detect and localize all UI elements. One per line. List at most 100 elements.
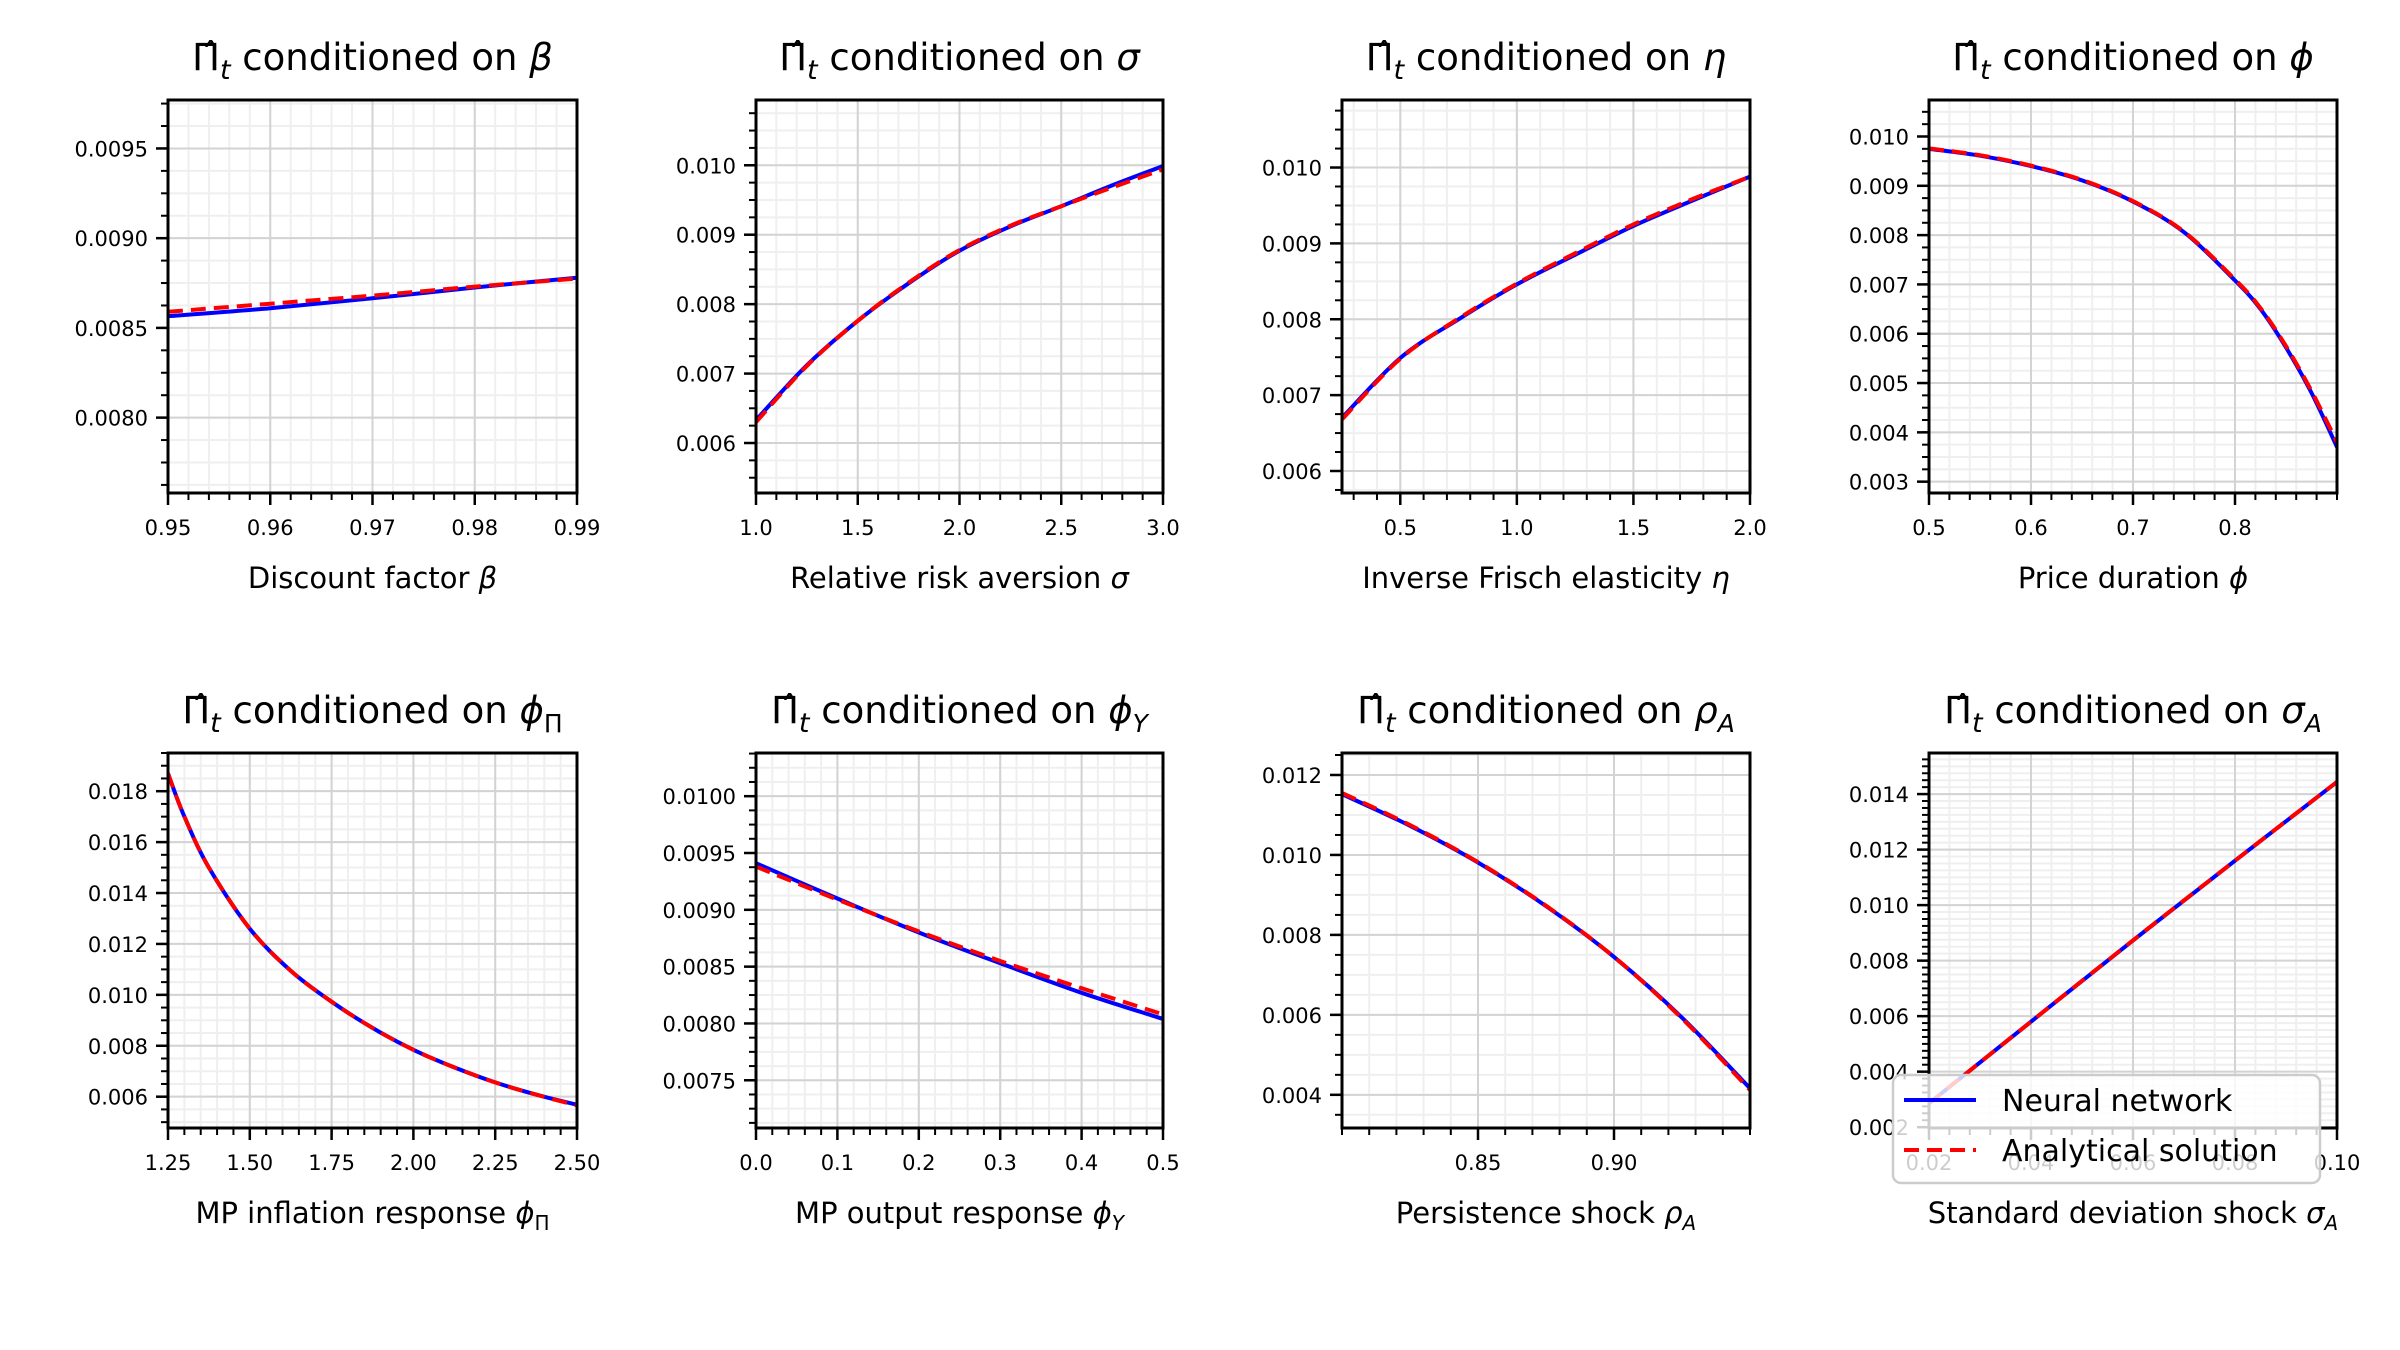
- axes-frame: [1927, 98, 2339, 495]
- y-tick-label: 0.012: [88, 933, 148, 957]
- y-tick-label: 0.006: [1262, 1004, 1322, 1028]
- y-tick-label: 0.006: [88, 1086, 148, 1110]
- title-symbol: ϕ: [519, 689, 543, 732]
- subplot-title: Π̂t conditioned on ρA: [1357, 689, 1735, 739]
- y-tick-label: 0.008: [1849, 224, 1909, 248]
- x-tick-label: 0.95: [145, 516, 192, 540]
- x-axis-label: Standard deviation shock σA: [1928, 1196, 2338, 1235]
- series-group: [756, 861, 1163, 1021]
- subplot-8: 0.020.040.060.080.100.0020.0040.0060.008…: [1849, 689, 2361, 1235]
- x-axis-label-symbol: β: [478, 561, 498, 595]
- x-tick-label: 0.97: [349, 516, 396, 540]
- x-tick-label: 2.25: [472, 1151, 519, 1175]
- y-tick-label: 0.006: [1262, 460, 1322, 484]
- y-tick-label: 0.012: [1262, 764, 1322, 788]
- subplot-title: Π̂t conditioned on ϕY: [771, 689, 1150, 739]
- subplot-title: Π̂t conditioned on σ: [779, 36, 1141, 86]
- series-line-analytical: [756, 864, 1163, 1017]
- y-tick-label: 0.0095: [663, 842, 736, 866]
- series-line-analytical: [1342, 174, 1750, 421]
- legend: Neural network Analytical solution: [1891, 1073, 2322, 1185]
- series-group: [168, 275, 577, 319]
- y-tick-label: 0.0090: [663, 899, 736, 923]
- title-subscript-t: t: [1394, 55, 1406, 86]
- x-tick-label: 0.5: [1146, 1151, 1179, 1175]
- x-axis-label-symbol: σ: [2306, 1196, 2326, 1230]
- axes-frame: [754, 98, 1165, 495]
- title-pi-hat: Π̂: [182, 689, 210, 732]
- x-tick-label: 0.5: [1384, 516, 1417, 540]
- subplot-title: Π̂t conditioned on σA: [1944, 689, 2322, 739]
- x-tick-label: 0.3: [983, 1151, 1016, 1175]
- subplot-1: 0.95 0.96 0.97 0.98 0.99 0.0080 0.0085 0.0090 0.…: [75, 36, 601, 595]
- y-tick-label: 0.0100: [663, 785, 736, 809]
- x-tick-label: 0.98: [451, 516, 498, 540]
- title-text: conditioned on: [231, 36, 530, 79]
- title-pi-hat: Π̂: [1944, 689, 1972, 732]
- legend-label-neural-network: Neural network: [2002, 1084, 2233, 1119]
- x-tick-label: 0.8: [2218, 516, 2251, 540]
- title-subscript-t: t: [799, 708, 811, 739]
- y-tick-label: 0.009: [1262, 232, 1322, 256]
- x-tick-label: 1.5: [841, 516, 874, 540]
- subplot-grid: 0.95 0.96 0.97 0.98 0.990.00800.00850.00900.…: [75, 36, 2361, 1235]
- x-tick-label: 0.85: [1455, 1151, 1502, 1175]
- x-tick-label: 0.2: [902, 1151, 935, 1175]
- x-axis-label: MP inflation response ϕΠ: [195, 1196, 549, 1235]
- title-symbol-subscript: A: [2303, 709, 2322, 738]
- y-tick-label: 0.008: [676, 293, 736, 317]
- x-tick-label: 0.0: [739, 1151, 772, 1175]
- title-pi-hat: Π̂: [1366, 36, 1394, 79]
- y-tick-label: 0.010: [1849, 894, 1909, 918]
- subplot-3: 0.5 1.0 1.5 2.0 0.006 0.007 0.008 0.009 0.010 Π̂t…: [1262, 36, 1767, 595]
- title-symbol-subscript: Π: [544, 709, 563, 738]
- series-group: [1342, 791, 1750, 1092]
- y-tick-label: 0.010: [1849, 125, 1909, 149]
- y-tick-label: 0.009: [676, 224, 736, 248]
- major-grid: 0.95 0.96 0.97 0.98 0.99 0.0080 0.0085 0.0090 0.…: [75, 100, 600, 540]
- x-tick-label: 2.0: [943, 516, 976, 540]
- subplot-4: 0.5 0.6 0.7 0.8 0.003 0.004 0.005 0.006 0.007 0.0…: [1849, 36, 2339, 595]
- x-tick-label: 0.96: [247, 516, 294, 540]
- x-axis-label-text: Persistence shock: [1396, 1196, 1664, 1230]
- major-grid: 0.85 0.90 0.004 0.006 0.008 0.010 0.012: [1262, 753, 1750, 1175]
- x-tick-label: 0.5: [1912, 516, 1945, 540]
- series-line-analytical: [168, 772, 577, 1108]
- y-tick-label: 0.007: [1262, 384, 1322, 408]
- x-tick-label: 2.5: [1045, 516, 1078, 540]
- x-axis-label-symbol-subscript: Y: [1112, 1211, 1126, 1235]
- x-axis-label-text: Inverse Frisch elasticity: [1362, 561, 1711, 595]
- title-subscript-t: t: [1980, 55, 1992, 86]
- x-tick-label: 0.6: [2014, 516, 2047, 540]
- series-group: [756, 164, 1163, 424]
- series-group: [1342, 174, 1750, 421]
- title-text: conditioned on: [810, 689, 1109, 732]
- x-tick-label: 2.0: [1733, 516, 1766, 540]
- x-tick-label: 1.75: [308, 1151, 355, 1175]
- subplot-6: 0.0 0.1 0.2 0.3 0.4 0.5 0.0075 0.0080 0.0085 0.00…: [663, 689, 1180, 1235]
- y-tick-label: 0.005: [1849, 372, 1909, 396]
- y-tick-label: 0.0095: [75, 137, 148, 161]
- series-line-neural-network: [168, 275, 577, 319]
- y-tick-label: 0.006: [1849, 1005, 1909, 1029]
- y-tick-label: 0.014: [88, 882, 148, 906]
- y-tick-label: 0.010: [88, 984, 148, 1008]
- x-tick-label: 0.7: [2116, 516, 2149, 540]
- title-symbol: σ: [2281, 689, 2306, 732]
- x-axis-label: Relative risk aversion σ: [790, 561, 1130, 595]
- title-symbol: ϕ: [1108, 689, 1132, 732]
- x-tick-label: 0.10: [2314, 1151, 2361, 1175]
- y-tick-label: 0.008: [1849, 950, 1909, 974]
- series-line-analytical: [1929, 780, 2337, 1105]
- y-tick-label: 0.014: [1849, 783, 1909, 807]
- title-subscript-t: t: [1385, 708, 1397, 739]
- title-symbol-subscript: A: [1716, 709, 1735, 738]
- y-tick-label: 0.016: [88, 831, 148, 855]
- y-tick-label: 0.012: [1849, 839, 1909, 863]
- title-text: conditioned on: [1404, 36, 1703, 79]
- title-symbol: η: [1703, 36, 1726, 79]
- y-tick-label: 0.0085: [75, 317, 148, 341]
- y-tick-label: 0.008: [1262, 924, 1322, 948]
- y-tick-label: 0.008: [1262, 308, 1322, 332]
- series-line-analytical: [1342, 791, 1750, 1092]
